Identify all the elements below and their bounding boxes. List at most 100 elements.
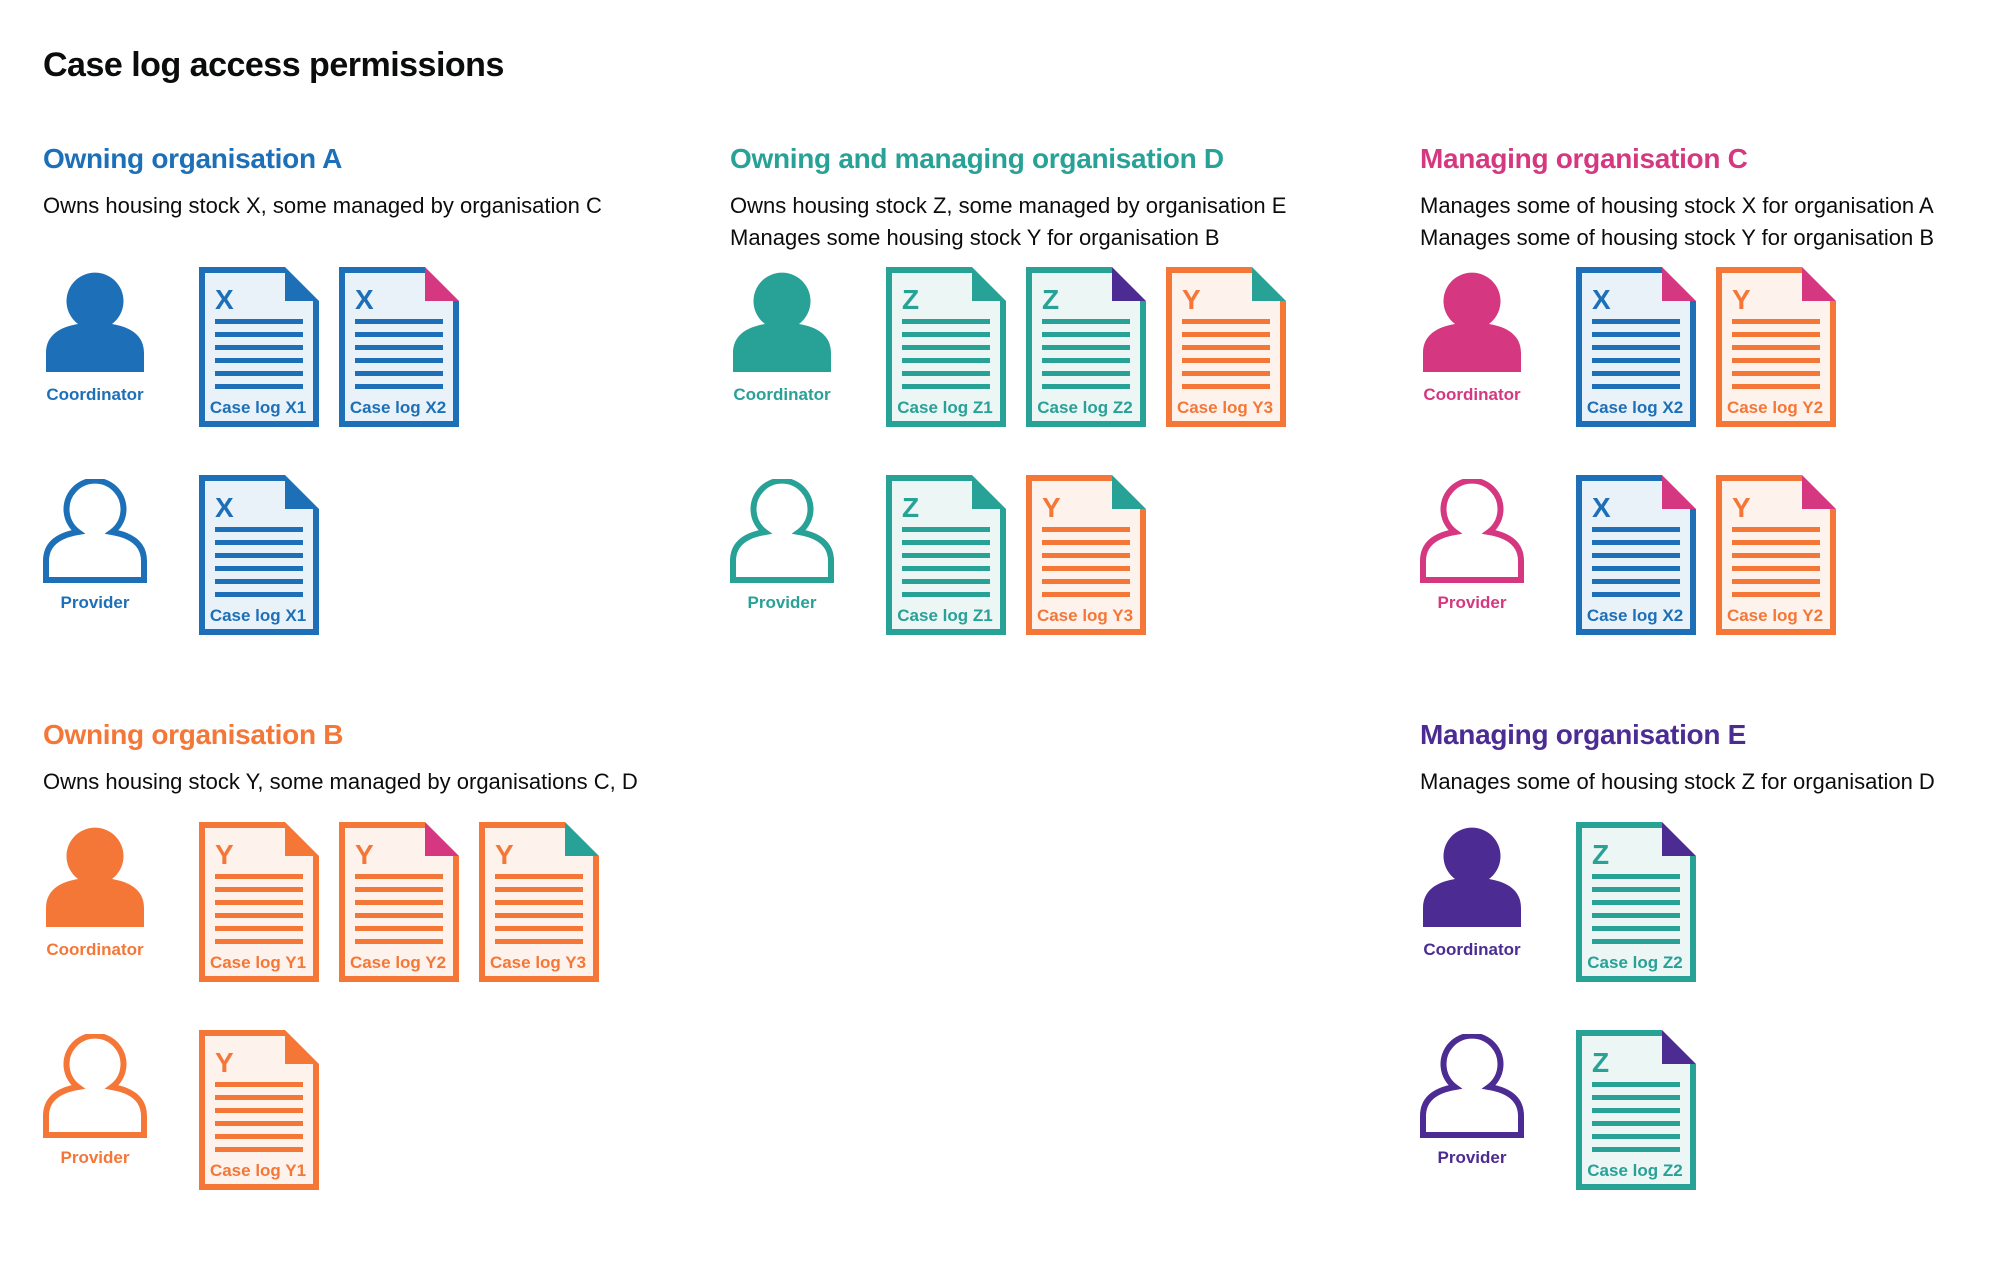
stock-letter: Y bbox=[1732, 284, 1751, 315]
role-label: Provider bbox=[60, 1148, 130, 1167]
doc-text-line bbox=[1592, 358, 1680, 363]
permission-rows: Coordinator Z Case log Z1 Z Case log Z2 Y Case… bbox=[730, 267, 1286, 683]
case-log-document-icon: Y Case log Y3 bbox=[1166, 267, 1286, 427]
doc-text-line bbox=[215, 332, 303, 337]
person-block: Provider bbox=[730, 475, 870, 613]
folded-corner-icon bbox=[1252, 267, 1286, 301]
section-subtitle: Owns housing stock X, some managed by or… bbox=[43, 190, 703, 222]
doc-text-line bbox=[902, 592, 990, 597]
case-log-document-icon: Z Case log Z2 bbox=[1576, 1030, 1696, 1190]
doc-text-line bbox=[495, 900, 583, 905]
document-border bbox=[1716, 475, 1836, 635]
doc-text-line bbox=[495, 913, 583, 918]
folded-corner-icon bbox=[972, 267, 1006, 301]
document-border bbox=[1576, 475, 1696, 635]
case-log-document-icon: X Case log X2 bbox=[339, 267, 459, 427]
subtitle-line: Manages some housing stock Y for organis… bbox=[730, 225, 1220, 250]
doc-text-line bbox=[1182, 358, 1270, 363]
doc-text-line bbox=[1592, 1082, 1680, 1087]
person-block: Coordinator bbox=[1420, 822, 1560, 960]
role-row-provider: Provider Z Case log Z1 Y Case log Y3 bbox=[730, 475, 1286, 635]
doc-text-line bbox=[355, 939, 443, 944]
case-log-document-icon: Y Case log Y3 bbox=[1026, 475, 1146, 635]
doc-text-line bbox=[1182, 332, 1270, 337]
doc-text-line bbox=[1732, 566, 1820, 571]
stock-letter: Z bbox=[1592, 839, 1609, 870]
folded-corner-icon bbox=[1802, 475, 1836, 509]
doc-text-line bbox=[215, 384, 303, 389]
doc-text-line bbox=[1042, 384, 1130, 389]
section-subtitle: Manages some of housing stock X for orga… bbox=[1420, 190, 2000, 254]
stock-letter: X bbox=[215, 284, 234, 315]
permission-rows: Coordinator X Case log X2 Y Case log Y2 Provi… bbox=[1420, 267, 1836, 683]
role-label: Coordinator bbox=[733, 385, 831, 404]
folded-corner-icon bbox=[285, 822, 319, 856]
section-heading: Owning and managing organisation D bbox=[730, 143, 1224, 174]
case-log-document-icon: Z Case log Z2 bbox=[1026, 267, 1146, 427]
doc-text-line bbox=[1732, 345, 1820, 350]
stock-letter: Y bbox=[215, 1047, 234, 1078]
stock-letter: Z bbox=[902, 492, 919, 523]
doc-group: Z Case log Z2 bbox=[1576, 1030, 1696, 1190]
doc-text-line bbox=[215, 874, 303, 879]
subtitle-line: Owns housing stock Z, some managed by or… bbox=[730, 193, 1287, 218]
doc-text-line bbox=[1732, 592, 1820, 597]
section-managing-organisation-e: Managing organisation E Manages some of … bbox=[1420, 718, 2000, 1190]
permission-rows: Coordinator X Case log X1 X Case log X2 Provi… bbox=[43, 267, 459, 683]
permission-rows: Coordinator Z Case log Z2 Provider Z Case log… bbox=[1420, 822, 1696, 1238]
doc-text-line bbox=[1182, 371, 1270, 376]
person-block: Provider bbox=[43, 475, 183, 613]
doc-text-line bbox=[215, 913, 303, 918]
doc-text-line bbox=[1042, 566, 1130, 571]
person-block: Coordinator bbox=[43, 267, 183, 405]
doc-text-line bbox=[1042, 527, 1130, 532]
role-label: Coordinator bbox=[46, 385, 144, 404]
doc-text-line bbox=[215, 566, 303, 571]
doc-text-line bbox=[1592, 1121, 1680, 1126]
case-log-label: Case log Y2 bbox=[350, 953, 446, 972]
stock-letter: X bbox=[215, 492, 234, 523]
case-log-label: Case log Z2 bbox=[1587, 953, 1682, 972]
stock-letter: Y bbox=[495, 839, 514, 870]
role-label: Coordinator bbox=[1423, 385, 1521, 404]
doc-text-line bbox=[902, 384, 990, 389]
doc-text-line bbox=[1592, 1108, 1680, 1113]
doc-text-line bbox=[1592, 384, 1680, 389]
doc-text-line bbox=[215, 553, 303, 558]
person-block: Coordinator bbox=[730, 267, 870, 405]
doc-text-line bbox=[355, 319, 443, 324]
folded-corner-icon bbox=[1112, 267, 1146, 301]
role-label: Provider bbox=[1437, 593, 1507, 612]
doc-text-line bbox=[1732, 371, 1820, 376]
case-log-label: Case log X2 bbox=[350, 398, 446, 417]
doc-text-line bbox=[215, 371, 303, 376]
folded-corner-icon bbox=[1802, 267, 1836, 301]
page-title: Case log access permissions bbox=[43, 46, 504, 84]
person-outline-icon bbox=[1420, 479, 1524, 583]
doc-text-line bbox=[355, 926, 443, 931]
doc-text-line bbox=[1182, 384, 1270, 389]
folded-corner-icon bbox=[1662, 1030, 1696, 1064]
doc-text-line bbox=[1732, 332, 1820, 337]
doc-text-line bbox=[355, 900, 443, 905]
doc-text-line bbox=[1732, 553, 1820, 558]
stock-letter: Z bbox=[902, 284, 919, 315]
person-block: Provider bbox=[1420, 475, 1560, 613]
document-border bbox=[1166, 267, 1286, 427]
role-row-provider: Provider X Case log X1 bbox=[43, 475, 459, 635]
document-border bbox=[1716, 267, 1836, 427]
doc-text-line bbox=[1592, 874, 1680, 879]
doc-text-line bbox=[1732, 319, 1820, 324]
doc-text-line bbox=[355, 384, 443, 389]
document-border bbox=[199, 267, 319, 427]
document-border bbox=[886, 475, 1006, 635]
doc-text-line bbox=[1592, 887, 1680, 892]
doc-text-line bbox=[215, 1095, 303, 1100]
document-border bbox=[479, 822, 599, 982]
case-log-document-icon: Y Case log Y1 bbox=[199, 1030, 319, 1190]
doc-text-line bbox=[1042, 319, 1130, 324]
doc-text-line bbox=[1732, 540, 1820, 545]
doc-group: Y Case log Y1 bbox=[199, 1030, 319, 1190]
doc-text-line bbox=[1042, 553, 1130, 558]
section-owning-managing-organisation-d: Owning and managing organisation D Owns … bbox=[730, 142, 1390, 635]
